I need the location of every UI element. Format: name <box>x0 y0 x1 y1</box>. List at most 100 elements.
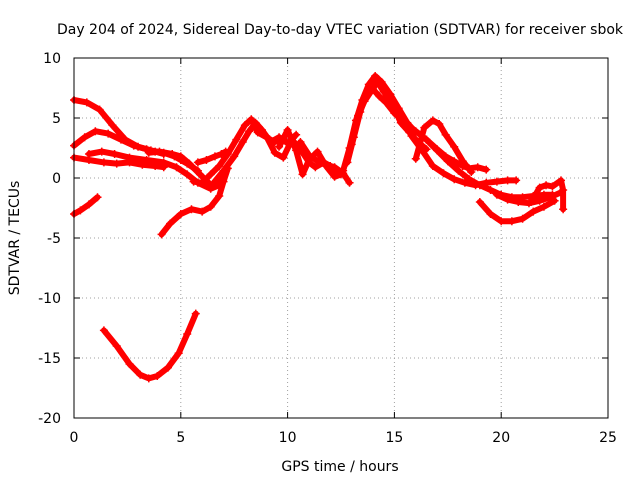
data-point-marker <box>95 105 104 114</box>
data-point-marker <box>546 193 555 202</box>
data-point-marker <box>247 115 256 124</box>
data-point-marker <box>183 170 192 179</box>
data-point-marker <box>279 153 288 162</box>
data-point-marker <box>343 158 352 167</box>
data-point-marker <box>347 140 356 149</box>
data-point-marker <box>535 183 544 192</box>
data-point-marker <box>125 360 134 368</box>
data-point-marker <box>529 207 538 216</box>
series-track-05 <box>144 147 213 187</box>
data-point-marker <box>110 150 119 158</box>
series-track-09 <box>193 147 230 167</box>
data-point-marker <box>542 181 551 190</box>
data-point-marker <box>527 198 536 206</box>
x-tick-label: 5 <box>176 430 185 446</box>
data-point-marker <box>360 97 369 106</box>
data-point-marker <box>492 190 501 199</box>
data-point-marker <box>443 157 452 166</box>
data-point-marker <box>311 163 320 172</box>
data-point-marker <box>418 146 427 155</box>
data-point-marker <box>215 192 224 200</box>
data-point-marker <box>375 92 384 101</box>
data-point-marker <box>176 210 185 218</box>
data-point-marker <box>298 170 307 179</box>
data-point-marker <box>460 178 469 187</box>
y-tick-label: -15 <box>38 351 61 367</box>
series-track-20 <box>407 132 521 190</box>
series-trace <box>71 194 101 217</box>
y-tick-label: 5 <box>52 111 61 127</box>
data-point-marker <box>208 180 217 188</box>
data-point-marker <box>232 135 241 144</box>
data-point-marker <box>206 202 215 211</box>
data-point-marker <box>80 133 89 142</box>
data-point-marker <box>251 118 260 127</box>
data-point-marker <box>486 210 495 218</box>
data-point-marker <box>136 370 145 379</box>
data-point-marker <box>313 147 322 156</box>
data-point-marker <box>439 169 448 178</box>
x-tick-label: 20 <box>492 430 510 446</box>
grid-lines <box>74 58 608 418</box>
series-track-03 <box>70 153 168 172</box>
data-point-marker <box>433 146 442 155</box>
data-point-marker <box>465 175 474 184</box>
data-point-marker <box>219 166 228 175</box>
data-point-marker <box>441 130 450 139</box>
data-point-marker <box>166 219 175 228</box>
data-point-marker <box>458 157 467 166</box>
series-trace <box>423 136 556 201</box>
data-point-marker <box>486 186 495 194</box>
data-point-marker <box>198 178 207 187</box>
data-point-marker <box>559 186 568 194</box>
data-point-marker <box>366 87 375 96</box>
x-tick-label: 25 <box>599 430 617 446</box>
data-point-marker <box>482 165 491 174</box>
series-track-04 <box>84 147 228 193</box>
data-point-marker <box>364 80 373 89</box>
axis-ticks <box>73 57 609 419</box>
data-point-marker <box>345 178 354 187</box>
data-point-marker <box>157 230 166 239</box>
data-point-marker <box>420 123 429 132</box>
data-point-marker <box>339 166 348 175</box>
data-point-marker <box>330 163 339 172</box>
data-point-marker <box>206 170 215 179</box>
data-point-marker <box>223 150 232 158</box>
data-point-marker <box>371 72 380 80</box>
x-tick-label: 15 <box>385 430 403 446</box>
data-point-marker <box>142 156 151 164</box>
data-point-marker <box>215 162 224 170</box>
data-point-marker <box>467 168 476 176</box>
data-point-marker <box>535 196 544 205</box>
data-point-marker <box>557 176 566 185</box>
data-point-marker <box>304 151 313 160</box>
data-point-marker <box>435 120 444 128</box>
data-point-marker <box>82 98 91 107</box>
data-point-marker <box>191 309 200 318</box>
data-point-marker <box>292 130 301 139</box>
data-point-marker <box>428 116 437 125</box>
data-point-marker <box>183 330 192 338</box>
data-point-marker <box>125 153 134 162</box>
data-point-marker <box>379 87 388 96</box>
data-point-marker <box>93 193 102 202</box>
series-track-06 <box>70 193 102 218</box>
data-point-marker <box>129 141 138 150</box>
data-point-marker <box>283 126 292 134</box>
data-point-marker <box>230 152 239 161</box>
series-trace <box>476 197 558 225</box>
data-point-marker <box>411 127 420 136</box>
y-tick-label: 10 <box>43 51 61 67</box>
data-point-marker <box>373 78 382 86</box>
series-track-08 <box>99 309 200 383</box>
data-point-marker <box>238 138 247 146</box>
data-point-marker <box>296 138 305 146</box>
data-point-marker <box>497 217 506 226</box>
x-tick-label: 10 <box>279 430 297 446</box>
data-point-marker <box>401 118 410 127</box>
data-point-marker <box>168 150 177 158</box>
data-point-marker <box>84 150 93 158</box>
data-point-marker <box>99 158 108 167</box>
y-tick-label: -5 <box>47 231 61 247</box>
